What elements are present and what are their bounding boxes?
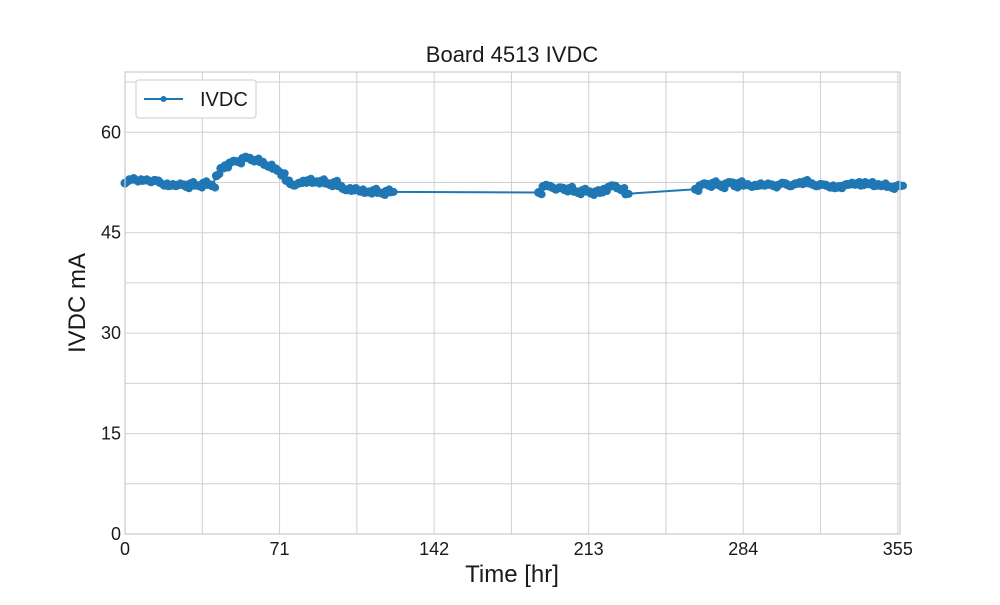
data-point-jitter (389, 187, 398, 196)
data-point-jitter (899, 181, 907, 190)
x-axis-label: Time [hr] (465, 561, 559, 588)
x-tick-label: 284 (728, 539, 758, 559)
data-point-jitter (537, 190, 546, 199)
plot-border (124, 71, 901, 535)
legend-entry-ivdc: IVDC (200, 89, 248, 111)
y-axis-label: IVDC mA (64, 253, 91, 353)
x-tick-label: 142 (419, 539, 449, 559)
plot-frame (124, 71, 901, 535)
y-tick-label: 15 (101, 424, 121, 444)
x-tick-label: 71 (270, 539, 290, 559)
data-point-jitter (624, 189, 633, 198)
legend-box (135, 79, 257, 119)
y-tick-label: 60 (101, 122, 121, 142)
x-tick-label: 0 (120, 539, 130, 559)
data-point-jitter (211, 183, 220, 192)
legend: IVDC (135, 79, 257, 119)
data-point-jitter (280, 169, 289, 178)
chart-title: Board 4513 IVDC (426, 42, 599, 67)
series-layer (120, 152, 907, 199)
x-tick-label: 213 (574, 539, 604, 559)
y-tick-label: 30 (101, 323, 121, 343)
legend-marker-icon (160, 96, 167, 102)
y-tick-label: 0 (111, 524, 121, 544)
plot-area (125, 72, 900, 534)
plot-background (125, 72, 900, 534)
tick-labels: 0 71 142 213 284 355 0 15 30 45 60 (101, 122, 913, 559)
y-tick-label: 45 (101, 223, 121, 243)
x-tick-label: 355 (883, 539, 913, 559)
